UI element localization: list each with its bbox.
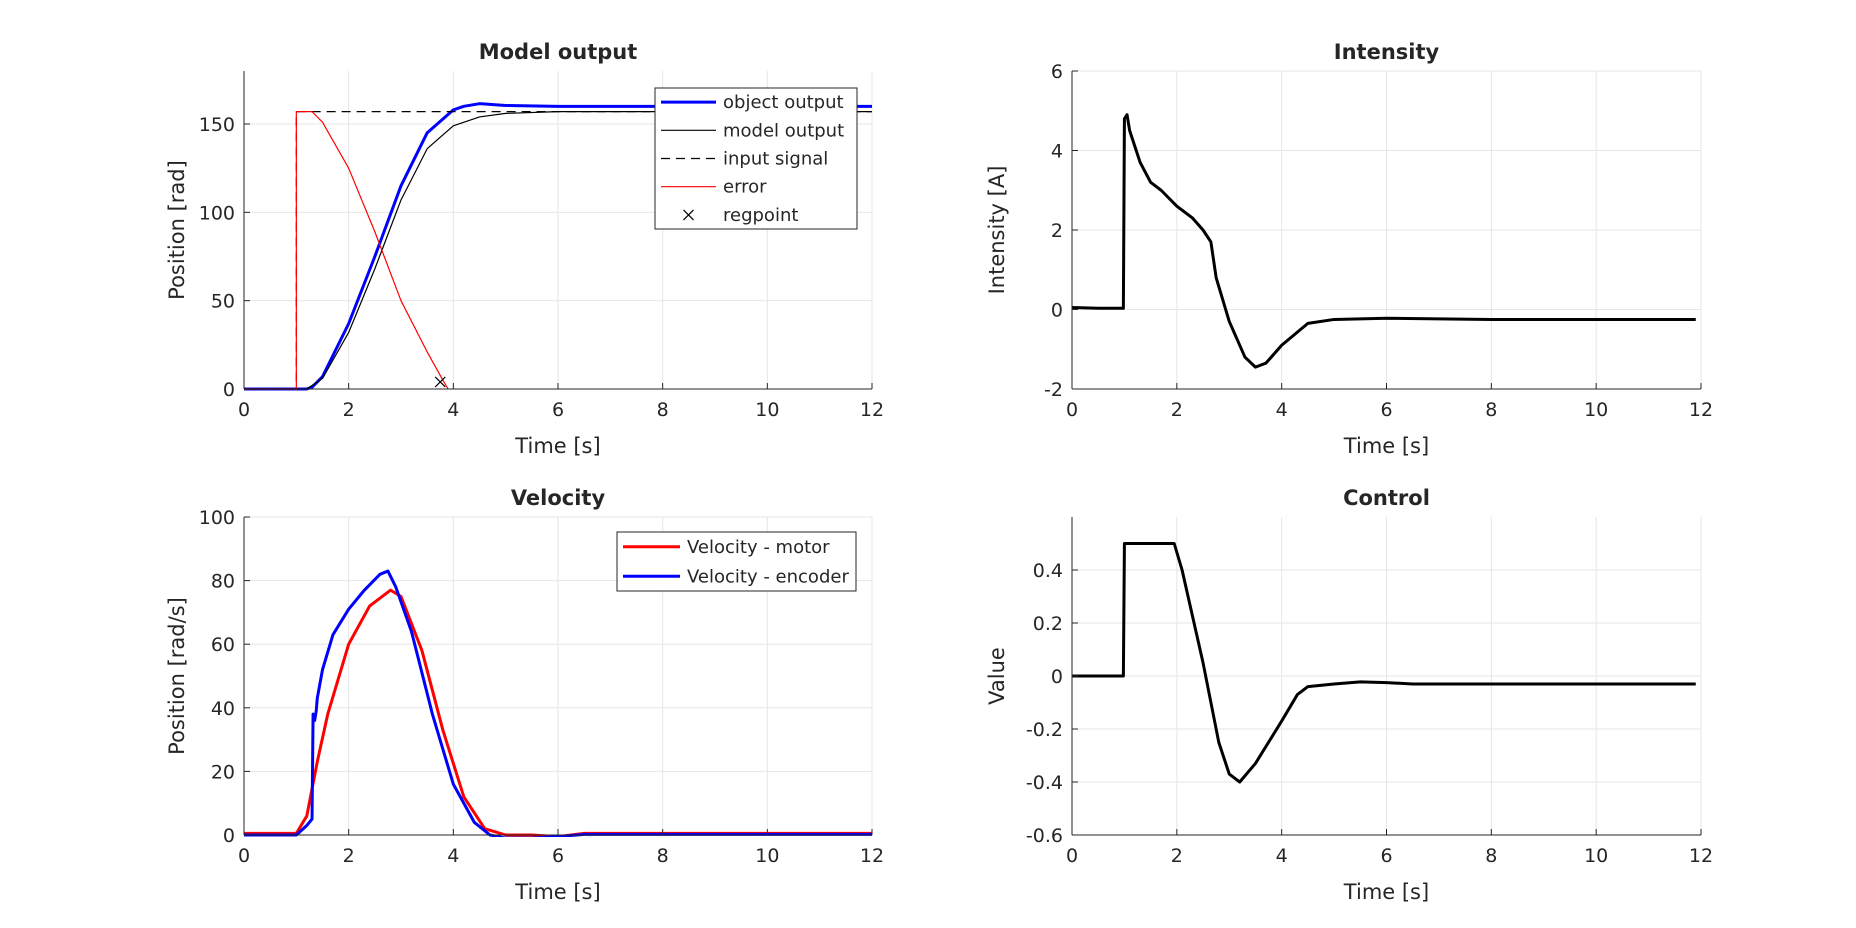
x-tick-label: 6: [1380, 399, 1392, 421]
y-tick-label: 100: [199, 202, 235, 224]
x-tick-label: 12: [1689, 845, 1713, 867]
y-tick-label: 0: [223, 825, 235, 847]
legend-item: regpoint: [683, 205, 798, 226]
x-tick-label: 8: [1485, 399, 1497, 421]
y-tick-label: 0.4: [1033, 560, 1063, 582]
x-tick-label: 8: [657, 399, 669, 421]
x-tick-label: 6: [552, 845, 564, 867]
x-tick-label: 10: [1584, 399, 1608, 421]
series-0-line: [1072, 542, 1696, 784]
x-tick-label: 12: [860, 399, 884, 421]
x-tick-label: 0: [238, 845, 250, 867]
y-tick-label: 0: [223, 379, 235, 401]
x-tick-label: 0: [1066, 845, 1078, 867]
x-axis-label: Time [s]: [1343, 434, 1429, 458]
x-tick-label: 4: [447, 845, 459, 867]
y-tick-label: 2: [1051, 220, 1063, 242]
chart-title: Velocity: [511, 486, 606, 510]
chart-title: Model output: [479, 40, 638, 64]
chart-2: 0 2 4 6 8 10 12 0 20 40 60 80 100 Velocity Time [s] Pos…: [165, 486, 884, 904]
y-tick-label: -0.4: [1026, 772, 1063, 794]
x-tick-label: 2: [343, 845, 355, 867]
y-tick-label: -0.2: [1026, 719, 1063, 741]
y-tick-label: 150: [199, 114, 235, 136]
y-tick-label: 50: [211, 291, 235, 313]
y-axis-label: Position [rad]: [165, 160, 189, 300]
y-tick-label: 100: [199, 507, 235, 529]
y-tick-label: 80: [211, 571, 235, 593]
series-group: [1072, 113, 1696, 369]
legend-item: Velocity - motor: [623, 537, 830, 558]
y-tick-label: 20: [211, 761, 235, 783]
x-tick-label: 0: [1066, 399, 1078, 421]
x-axis-label: Time [s]: [1343, 880, 1429, 904]
y-tick-label: 6: [1051, 61, 1063, 83]
x-tick-label: 12: [860, 845, 884, 867]
x-tick-label: 8: [657, 845, 669, 867]
chart-0: 0 2 4 6 8 10 12 0 50 100 150 Model output Time [s] Po…: [165, 40, 884, 458]
legend-item: object output: [661, 92, 844, 113]
legend-label: input signal: [723, 149, 828, 170]
y-tick-label: 4: [1051, 141, 1063, 163]
x-tick-label: 10: [755, 399, 779, 421]
series-0-line: [1072, 113, 1696, 369]
legend-label: regpoint: [723, 205, 798, 226]
legend-label: Velocity - encoder: [687, 566, 849, 587]
legend-box: [654, 87, 858, 230]
legend-item: model output: [661, 120, 844, 141]
input-signal-line: [244, 111, 872, 390]
y-axis-label: Position [rad/s]: [165, 597, 189, 755]
x-tick-label: 10: [755, 845, 779, 867]
regpoint-marker: [434, 376, 446, 388]
y-axis-label: Intensity [A]: [985, 166, 1009, 295]
legend-item: input signal: [661, 149, 828, 170]
legend-label: object output: [723, 92, 844, 113]
legend-label: error: [723, 177, 767, 198]
y-tick-label: 40: [211, 698, 235, 720]
Velocity---encoder-line: [244, 569, 872, 837]
series-group: [244, 102, 872, 391]
x-tick-label: 4: [447, 399, 459, 421]
chart-title: Control: [1343, 486, 1430, 510]
legend-item: Velocity - encoder: [623, 566, 849, 587]
x-tick-label: 2: [1171, 845, 1183, 867]
legend-item: error: [661, 177, 767, 198]
x-tick-label: 2: [343, 399, 355, 421]
y-axis-label: Value: [985, 647, 1009, 705]
y-tick-label: -0.6: [1026, 825, 1063, 847]
x-tick-label: 6: [1380, 845, 1392, 867]
series-group: [1072, 542, 1696, 784]
y-tick-label: -2: [1044, 379, 1063, 401]
legend: Velocity - motor Velocity - encoder: [616, 531, 857, 592]
y-tick-label: 0.2: [1033, 613, 1063, 635]
chart-title: Intensity: [1334, 40, 1440, 64]
x-tick-label: 6: [552, 399, 564, 421]
legend-label: model output: [723, 120, 844, 141]
x-axis-label: Time [s]: [514, 880, 600, 904]
legend-label: Velocity - motor: [687, 537, 830, 558]
legend-marker: [683, 209, 694, 221]
object-output-line: [244, 102, 872, 391]
chart-3: 0 2 4 6 8 10 12 -0.6 -0.4 -0.2 0 0.2 0.4 Control Time …: [985, 486, 1713, 904]
x-tick-label: 4: [1276, 399, 1288, 421]
x-tick-label: 12: [1689, 399, 1713, 421]
x-tick-label: 10: [1584, 845, 1608, 867]
legend: object output model output input signal err…: [654, 87, 858, 230]
x-tick-label: 2: [1171, 399, 1183, 421]
y-tick-label: 0: [1051, 666, 1063, 688]
x-axis-label: Time [s]: [514, 434, 600, 458]
x-tick-label: 4: [1276, 845, 1288, 867]
y-tick-label: 60: [211, 634, 235, 656]
x-tick-label: 8: [1485, 845, 1497, 867]
y-tick-label: 0: [1051, 300, 1063, 322]
x-tick-label: 0: [238, 399, 250, 421]
error-line: [244, 111, 449, 390]
legend-box: [616, 531, 857, 592]
